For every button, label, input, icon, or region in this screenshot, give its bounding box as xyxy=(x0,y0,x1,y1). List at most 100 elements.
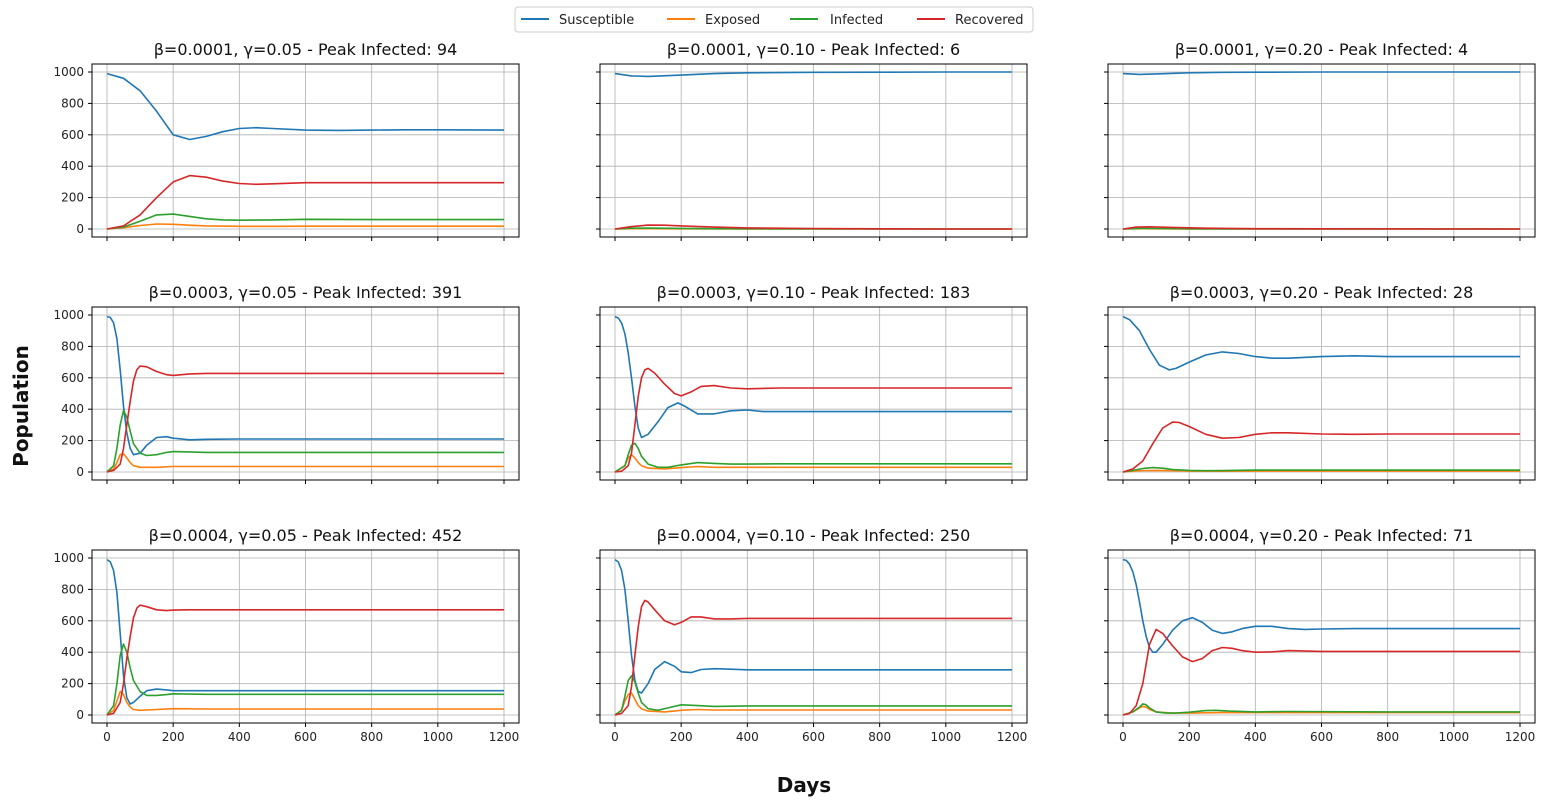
subplot-1: 0 200 400 600 800 1000 β=0.0001, γ=0.05 - Peak… xyxy=(53,40,520,241)
series-line-susceptible xyxy=(1122,558,1520,654)
y-tick-label: 600 xyxy=(61,128,84,142)
series-line-recovered xyxy=(106,604,504,716)
series-line-infected xyxy=(106,409,504,473)
series-line-recovered xyxy=(1122,421,1520,473)
subplot-title: β=0.0003, γ=0.05 - Peak Infected: 391 xyxy=(149,283,463,302)
subplot-title: β=0.0001, γ=0.05 - Peak Infected: 94 xyxy=(154,40,458,59)
subplot-4: 0 200 400 600 800 1000 β=0.0003, γ=0.05 - Peak… xyxy=(53,283,520,484)
series-line-susceptible xyxy=(1122,315,1520,371)
x-tick-label: 400 xyxy=(228,730,251,744)
series-line-recovered xyxy=(106,174,504,230)
x-tick-label: 0 xyxy=(1119,730,1127,744)
x-tick-label: 600 xyxy=(1310,730,1333,744)
legend-label-recovered: Recovered xyxy=(955,13,1024,28)
subplot-title: β=0.0003, γ=0.10 - Peak Infected: 183 xyxy=(657,283,971,302)
subplot-title: β=0.0001, γ=0.10 - Peak Infected: 6 xyxy=(667,40,960,59)
legend-label-exposed: Exposed xyxy=(705,13,760,28)
y-tick-label: 600 xyxy=(61,614,84,628)
series-line-infected xyxy=(1122,466,1520,473)
series-line-infected xyxy=(106,643,504,716)
series-line-recovered xyxy=(614,599,1012,716)
x-tick-label: 0 xyxy=(611,730,619,744)
legend-item-susceptible: Susceptible xyxy=(521,13,634,28)
x-tick-label: 400 xyxy=(736,730,759,744)
y-axis-title: Population xyxy=(9,345,33,467)
legend-item-exposed: Exposed xyxy=(667,13,760,28)
series-line-recovered xyxy=(614,367,1012,473)
y-tick-label: 400 xyxy=(61,402,84,416)
x-tick-label: 400 xyxy=(1244,730,1267,744)
x-tick-label: 1200 xyxy=(489,730,520,744)
y-tick-label: 800 xyxy=(61,96,84,110)
y-tick-label: 0 xyxy=(76,465,84,479)
series-line-infected xyxy=(614,442,1012,473)
series-line-recovered xyxy=(106,365,504,473)
series-line-susceptible xyxy=(614,558,1012,694)
x-tick-label: 1200 xyxy=(997,730,1028,744)
y-tick-label: 1000 xyxy=(53,551,84,565)
x-axis-title: Days xyxy=(777,773,831,797)
subplot-7: 0 200 400 600 800 1000 1200 0 200 400 600 800 1000 β=… xyxy=(53,526,520,744)
subplot-title: β=0.0004, γ=0.05 - Peak Infected: 452 xyxy=(149,526,463,545)
y-tick-label: 800 xyxy=(61,582,84,596)
series-line-exposed xyxy=(106,690,504,716)
subplot-title: β=0.0001, γ=0.20 - Peak Infected: 4 xyxy=(1175,40,1468,59)
x-tick-label: 1200 xyxy=(1505,730,1536,744)
legend-item-recovered: Recovered xyxy=(917,13,1024,28)
x-tick-label: 800 xyxy=(1376,730,1399,744)
legend-label-susceptible: Susceptible xyxy=(559,13,634,28)
subplot-grid: 0 200 400 600 800 1000 β=0.0001, γ=0.05 - Peak… xyxy=(53,40,1536,744)
series-line-recovered xyxy=(614,224,1012,230)
y-tick-label: 200 xyxy=(61,434,84,448)
series-line-exposed xyxy=(106,223,504,230)
x-tick-label: 800 xyxy=(868,730,891,744)
x-tick-label: 200 xyxy=(670,730,693,744)
subplot-2: β=0.0001, γ=0.10 - Peak Infected: 6 xyxy=(596,40,1028,241)
series-line-susceptible xyxy=(106,315,504,456)
x-tick-label: 600 xyxy=(294,730,317,744)
series-line-infected xyxy=(106,213,504,230)
x-tick-label: 200 xyxy=(162,730,185,744)
series-line-susceptible xyxy=(614,71,1012,78)
y-tick-label: 200 xyxy=(61,677,84,691)
y-tick-label: 400 xyxy=(61,159,84,173)
y-tick-label: 200 xyxy=(61,191,84,205)
series-line-exposed xyxy=(614,692,1012,716)
legend-label-infected: Infected xyxy=(830,13,883,28)
series-line-susceptible xyxy=(106,72,505,141)
x-tick-label: 1000 xyxy=(931,730,962,744)
series-line-susceptible xyxy=(106,558,504,705)
legend-item-infected: Infected xyxy=(790,13,883,28)
legend: Susceptible Exposed Infected Recovered xyxy=(514,6,1034,33)
subplot-title: β=0.0003, γ=0.20 - Peak Infected: 28 xyxy=(1170,283,1474,302)
subplot-9: 0 200 400 600 800 1000 1200 β=0.0004, γ=0.20 - … xyxy=(1104,526,1536,744)
series-line-infected xyxy=(1122,703,1520,716)
subplot-6: β=0.0003, γ=0.20 - Peak Infected: 28 xyxy=(1104,283,1536,484)
series-line-recovered xyxy=(1122,226,1521,230)
series-line-exposed xyxy=(106,453,504,473)
x-tick-label: 800 xyxy=(360,730,383,744)
series-line-exposed xyxy=(614,453,1012,473)
x-tick-label: 1000 xyxy=(1439,730,1470,744)
y-tick-label: 1000 xyxy=(53,308,84,322)
subplot-3: β=0.0001, γ=0.20 - Peak Infected: 4 xyxy=(1104,40,1536,241)
series-line-infected xyxy=(614,674,1012,716)
x-tick-label: 200 xyxy=(1178,730,1201,744)
y-tick-label: 0 xyxy=(76,222,84,236)
series-line-susceptible xyxy=(614,315,1012,439)
x-tick-label: 0 xyxy=(103,730,111,744)
x-tick-label: 1000 xyxy=(423,730,454,744)
legend-box xyxy=(514,6,1034,33)
subplot-title: β=0.0004, γ=0.20 - Peak Infected: 71 xyxy=(1170,526,1474,545)
series-line-susceptible xyxy=(1122,71,1520,76)
subplot-title: β=0.0004, γ=0.10 - Peak Infected: 250 xyxy=(657,526,971,545)
subplot-5: β=0.0003, γ=0.10 - Peak Infected: 183 xyxy=(596,283,1028,484)
subplot-8: 0 200 400 600 800 1000 1200 β=0.0004, γ=0.10 - … xyxy=(596,526,1028,744)
series-line-recovered xyxy=(1122,628,1520,716)
y-tick-label: 1000 xyxy=(53,65,84,79)
y-tick-label: 600 xyxy=(61,371,84,385)
y-tick-label: 800 xyxy=(61,339,84,353)
x-tick-label: 600 xyxy=(802,730,825,744)
y-tick-label: 0 xyxy=(76,708,84,722)
